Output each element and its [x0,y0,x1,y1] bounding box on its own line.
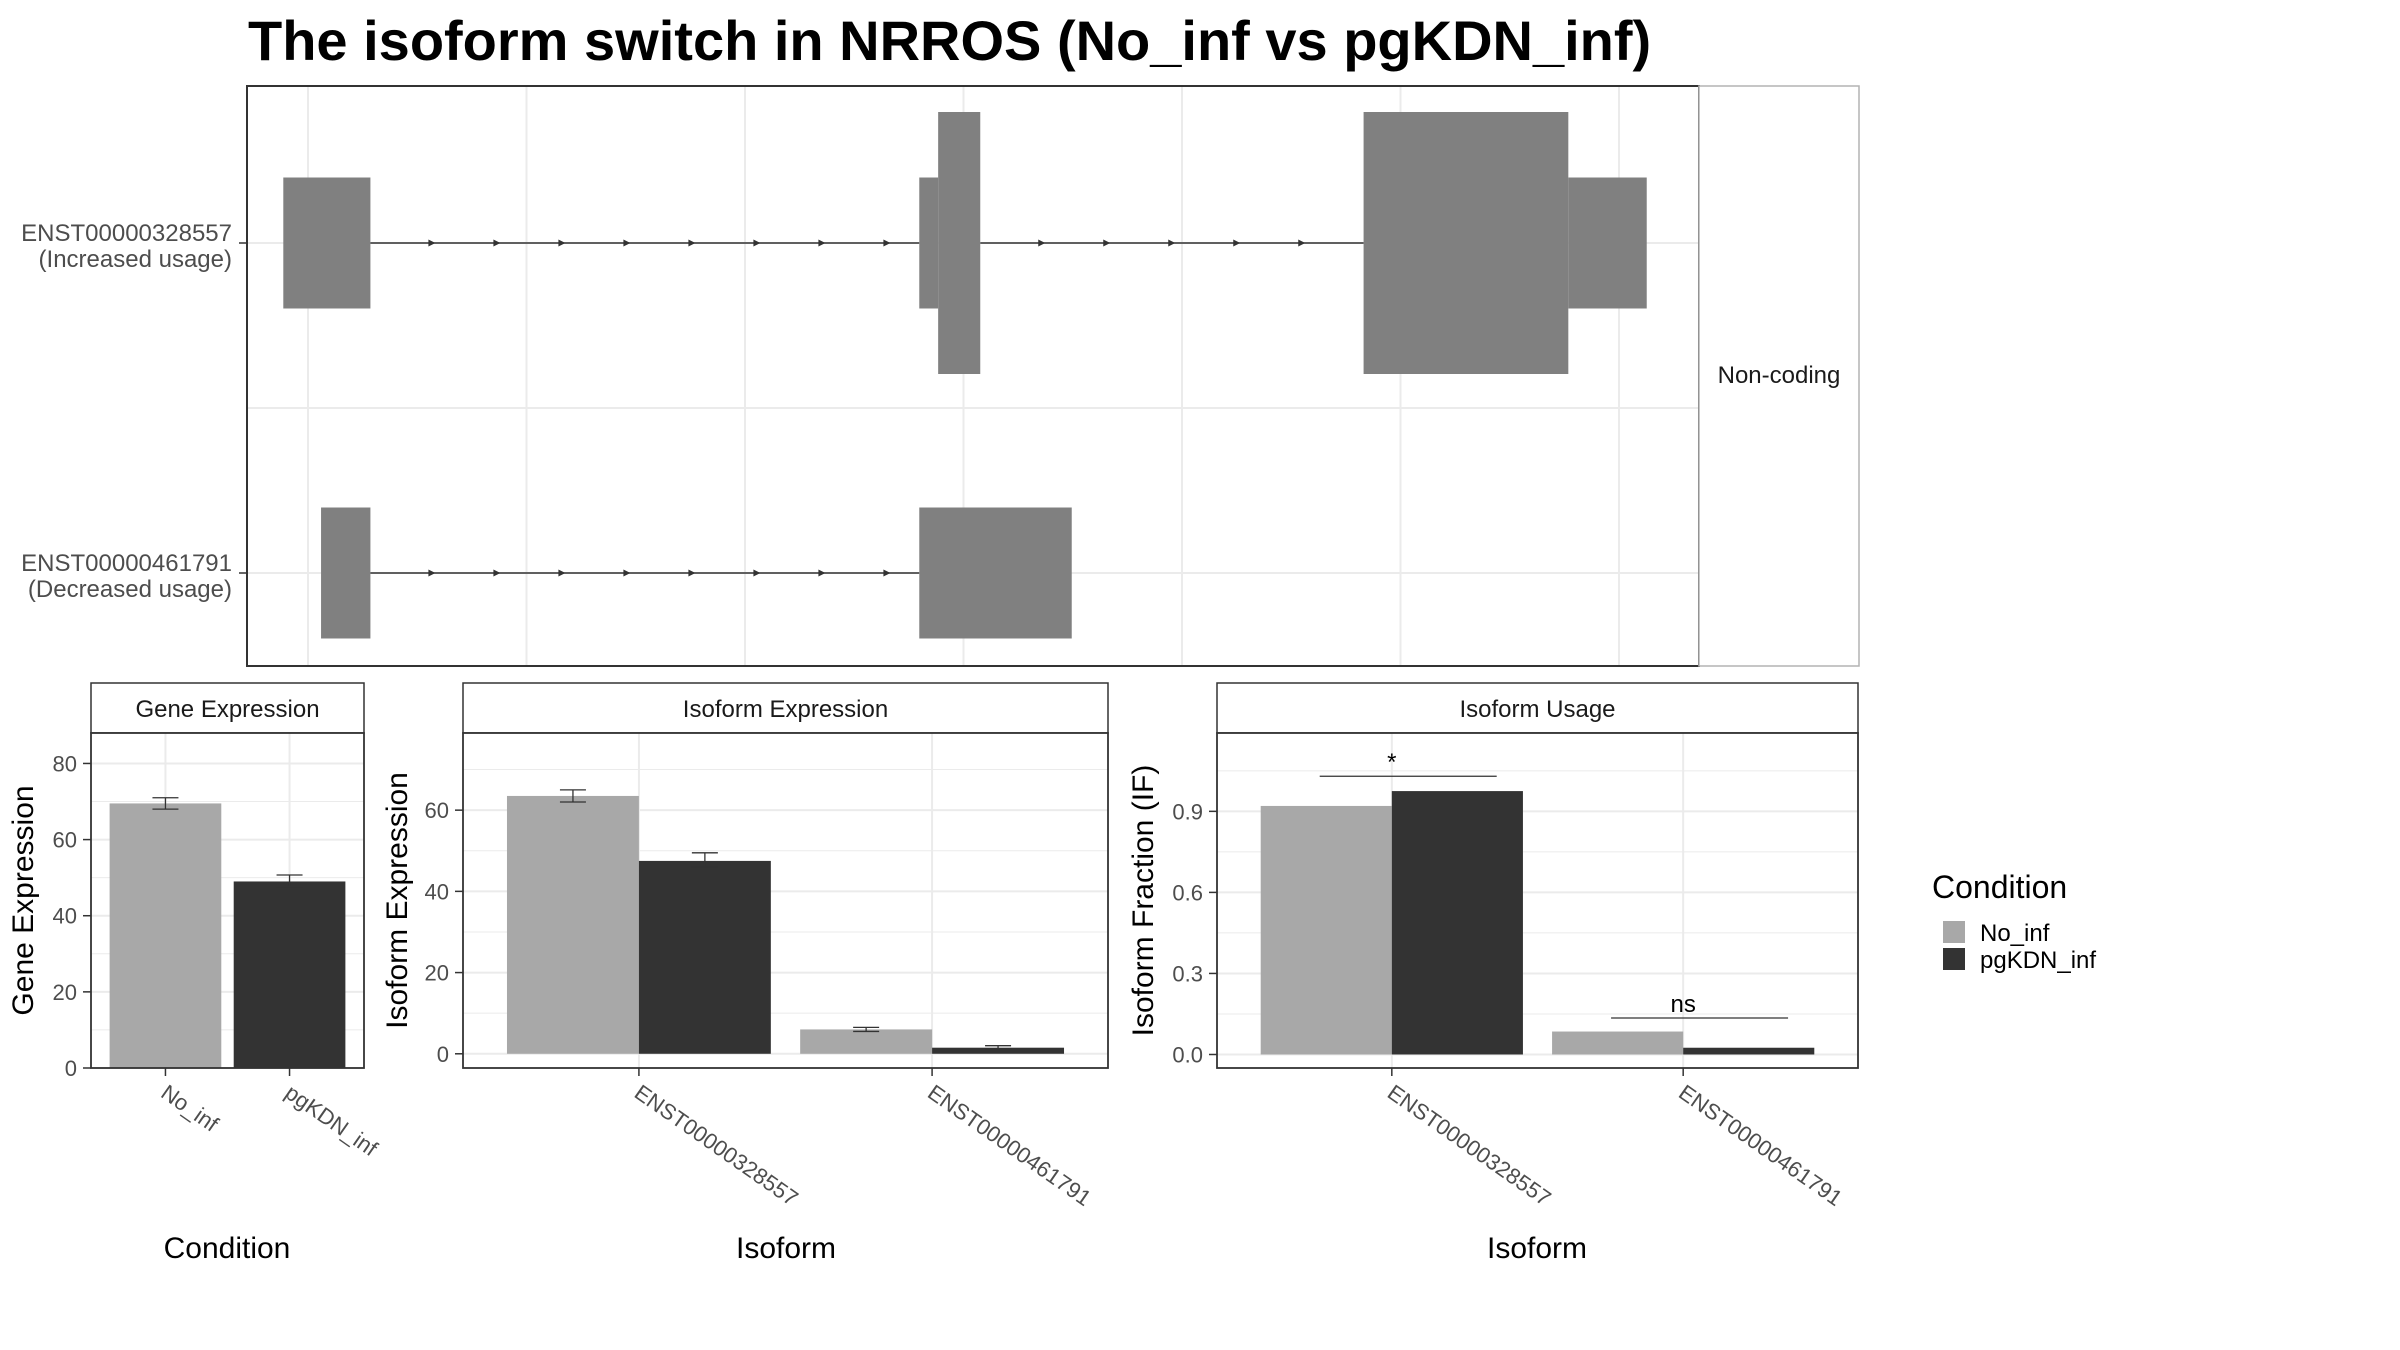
isoform-usage-panel-border [1216,732,1859,1069]
intron-arrow [558,239,566,247]
isoform-expression-y-axis-title: Isoform Expression [381,772,414,1029]
y-tick-label: 20 [425,961,449,986]
intron-arrow [688,569,696,577]
isoform-usage-strip-label: Isoform Usage [1459,696,1615,723]
x-tick-label: ENST00000328557 [630,1080,803,1211]
bar-no-inf [506,795,639,1054]
transcript-structure-panel: Non-coding ENST00000328557(Increased usa… [21,85,1860,667]
isoform-label-usage: (Decreased usage) [28,576,232,603]
intron-arrow [428,569,436,577]
exon [938,112,981,374]
exon [321,507,371,639]
bar-pgkdn-inf [638,860,771,1054]
exon [1363,112,1569,374]
intron-arrow [818,239,826,247]
y-tick-label: 60 [425,798,449,823]
intron-arrow [753,569,761,577]
exon [1568,177,1647,309]
intron-arrow [883,239,891,247]
x-tick-label: ENST00000461791 [1674,1080,1847,1211]
y-tick-label: 0.6 [1172,880,1203,905]
intron-arrow [818,569,826,577]
intron-arrow [493,239,501,247]
intron-arrow [428,239,436,247]
intron-arrow [623,569,631,577]
legend-title: Condition [1932,869,2067,905]
bar-no-inf [1552,1031,1684,1055]
intron-arrow [753,239,761,247]
gene-expression-panel-border [90,732,365,1069]
x-tick-label: No_inf [157,1080,224,1137]
y-tick-label: 80 [53,751,77,776]
bar-pgkdn-inf [932,1047,1065,1054]
x-tick-label: ENST00000328557 [1383,1080,1556,1211]
y-tick-label: 0.9 [1172,799,1203,824]
legend-swatch-no-inf [1943,921,1965,943]
bar-pgkdn-inf [1683,1047,1815,1055]
y-tick-label: 0.0 [1172,1042,1203,1067]
structure-strip-label: Non-coding [1718,362,1841,389]
y-tick-label: 40 [425,879,449,904]
intron-arrow [1038,239,1046,247]
bar-no-inf [1260,805,1392,1055]
x-tick-label: pgKDN_inf [281,1080,383,1162]
isoform-expression-panel: Isoform Expression 0 20 40 60 ENST00000328557… [381,682,1109,1265]
y-tick-label: 0 [437,1042,449,1067]
isoform-usage-panel: Isoform Usage * ns 0.0 0.3 0.6 0.9 ENST00000328… [1127,682,1859,1265]
isoform-expression-strip [462,682,1109,734]
bar-pgkdn-inf [1391,791,1523,1055]
gene-expression-x-axis-title: Condition [164,1232,291,1265]
intron-arrow [1233,239,1241,247]
isoform-expression-x-axis-title: Isoform [736,1232,836,1265]
significance-label: * [1387,749,1396,776]
intron-arrow [623,239,631,247]
structure-tracks [283,112,1647,639]
isoform-labels: ENST00000328557(Increased usage) ENST0000… [21,220,247,603]
x-tick-label: ENST00000461791 [923,1080,1096,1211]
bar-no-inf [109,803,222,1068]
bar-no-inf [800,1029,933,1054]
bar-pgkdn-inf [233,881,346,1068]
exon [919,507,1072,639]
y-tick-label: 0 [65,1056,77,1081]
isoform-usage-x-axis-title: Isoform [1487,1232,1587,1265]
legend-item-label: No_inf [1980,920,2050,947]
isoform-usage-strip [1216,682,1859,734]
isoform-usage-y-axis-title: Isoform Fraction (IF) [1127,765,1160,1037]
exon [283,177,371,309]
gene-expression-strip-label: Gene Expression [135,696,319,723]
isoform-label-usage: (Increased usage) [39,246,232,273]
isoform-expression-strip-label: Isoform Expression [683,696,888,723]
y-tick-label: 20 [53,980,77,1005]
gene-expression-y-axis-title: Gene Expression [7,785,40,1015]
y-tick-label: 0.3 [1172,961,1203,986]
intron-arrow [1103,239,1111,247]
isoform-expression-panel-border [462,732,1109,1069]
intron-arrow [1298,239,1306,247]
y-tick-label: 40 [53,904,77,929]
legend-item-label: pgKDN_inf [1980,947,2096,974]
intron-arrow [493,569,501,577]
significance-label: ns [1671,991,1696,1018]
intron-arrow [558,569,566,577]
isoform-label-id: ENST00000328557 [21,220,232,247]
legend-swatch-pgkdn-inf [1943,948,1965,970]
figure-title: The isoform switch in NRROS (No_inf vs p… [248,9,1651,72]
isoform-label-id: ENST00000461791 [21,550,232,577]
y-tick-label: 60 [53,828,77,853]
gene-expression-strip [90,682,365,734]
intron-arrow [1168,239,1176,247]
structure-strip [1698,85,1860,667]
intron-arrow [688,239,696,247]
gene-expression-panel: Gene Expression 0 20 40 60 80 No_inf pgKDN_inf C… [7,682,383,1265]
intron-arrow [883,569,891,577]
exon [919,177,939,309]
